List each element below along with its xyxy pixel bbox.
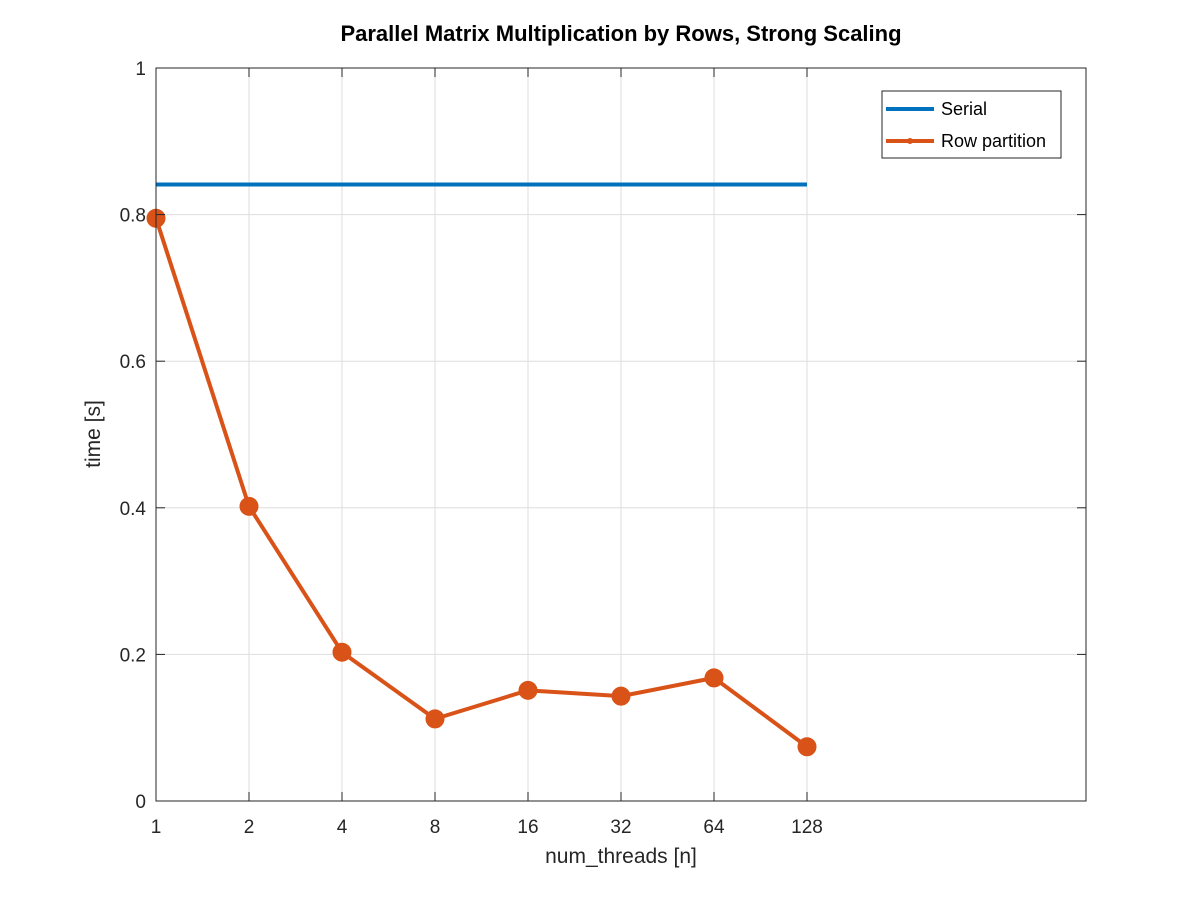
plot-series bbox=[146, 182, 817, 757]
y-tick-label: 0.4 bbox=[120, 499, 147, 520]
y-tick-label: 1 bbox=[135, 59, 146, 80]
data-point-row-partition[interactable] bbox=[332, 642, 352, 662]
y-axis-label: time [s] bbox=[82, 400, 105, 468]
legend-box bbox=[881, 90, 1062, 159]
x-tick-label: 64 bbox=[703, 817, 725, 838]
data-point-row-partition[interactable] bbox=[704, 668, 724, 688]
legend-serial-label: Serial bbox=[941, 99, 987, 119]
x-tick-label: 1 bbox=[151, 817, 162, 838]
x-tick-label: 32 bbox=[610, 817, 631, 838]
x-tick-label: 4 bbox=[337, 817, 348, 838]
x-tick-label: 128 bbox=[791, 817, 823, 838]
legend-row-partition-label: Row partition bbox=[941, 131, 1046, 151]
y-tick-label: 0.2 bbox=[120, 645, 146, 666]
y-tick-label: 0 bbox=[135, 792, 146, 813]
x-tick-label: 2 bbox=[244, 817, 255, 838]
data-point-row-partition[interactable] bbox=[611, 686, 631, 706]
data-point-row-partition[interactable] bbox=[239, 496, 259, 516]
data-point-row-partition[interactable] bbox=[797, 737, 817, 757]
x-tick-label: 16 bbox=[517, 817, 538, 838]
x-axis-label: num_threads [n] bbox=[545, 845, 697, 868]
y-tick-label: 0.8 bbox=[120, 206, 146, 227]
legend[interactable]: Serial Row partition bbox=[881, 90, 1062, 159]
ticks: 1 2 4 8 16 32 64 128 0 0.2 0.4 0.6 0.8 1 bbox=[120, 59, 1086, 838]
legend-row-partition-marker bbox=[907, 138, 913, 144]
series-line-row-partition bbox=[154, 217, 809, 749]
chart-title: Parallel Matrix Multiplication by Rows, … bbox=[340, 21, 901, 46]
x-tick-label: 8 bbox=[430, 817, 441, 838]
data-point-row-partition[interactable] bbox=[518, 680, 538, 700]
y-tick-label: 0.6 bbox=[120, 352, 146, 373]
data-point-row-partition[interactable] bbox=[425, 709, 445, 729]
